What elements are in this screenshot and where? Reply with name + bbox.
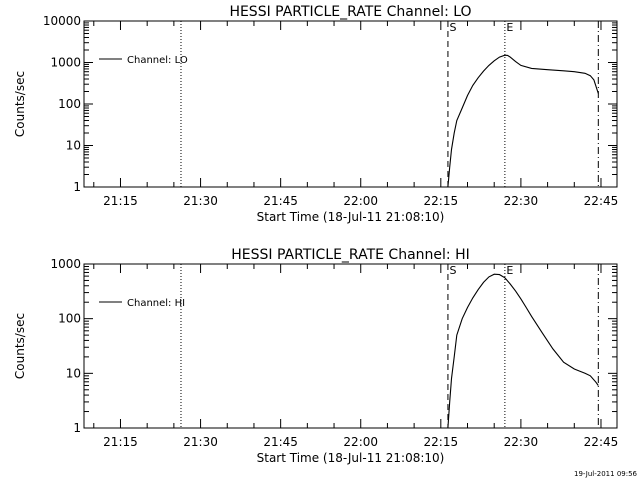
y-tick-label: 1 [73, 421, 81, 435]
plot-frame [83, 263, 618, 429]
legend-label: Channel: HI [127, 298, 185, 309]
series-line [447, 273, 599, 429]
x-tick-label: 22:30 [504, 435, 539, 449]
x-tick-label: 22:30 [504, 194, 539, 208]
y-tick-label: 10 [66, 139, 81, 153]
x-tick-label: 22:45 [584, 435, 619, 449]
x-tick-label: 21:30 [183, 435, 218, 449]
y-tick-label: 1 [73, 180, 81, 194]
chart-panel-1: HESSI PARTICLE_RATE Channel: LO Start Tim… [13, 4, 618, 224]
x-tick-label: 21:30 [183, 194, 218, 208]
event-marker-label: E [506, 21, 513, 34]
x-tick-label: 22:00 [343, 435, 378, 449]
y-axis-label: Counts/sec [13, 71, 27, 137]
event-marker-label: S [449, 264, 456, 277]
legend-label: Channel: LO [127, 55, 188, 66]
plot-frame [83, 20, 618, 188]
chart-title: HESSI PARTICLE_RATE Channel: HI [231, 247, 469, 263]
x-axis-label: Start Time (18-Jul-11 21:08:10) [257, 210, 445, 224]
x-tick-label: 22:00 [343, 194, 378, 208]
y-tick-label: 1000 [50, 56, 81, 70]
y-tick-label: 100 [58, 312, 81, 326]
x-tick-label: 22:15 [424, 435, 459, 449]
y-tick-label: 1000 [50, 257, 81, 271]
series-line [447, 54, 599, 188]
chart-title: HESSI PARTICLE_RATE Channel: LO [229, 4, 471, 20]
x-tick-label: 21:15 [103, 194, 138, 208]
x-tick-label: 22:45 [584, 194, 619, 208]
chart-panel-2: HESSI PARTICLE_RATE Channel: HI Start Tim… [13, 247, 618, 465]
event-marker-label: S [449, 21, 456, 34]
x-tick-label: 21:15 [103, 435, 138, 449]
x-axis-label: Start Time (18-Jul-11 21:08:10) [257, 451, 445, 465]
y-axis-label: Counts/sec [13, 313, 27, 379]
y-tick-label: 10000 [43, 14, 81, 28]
x-tick-label: 21:45 [263, 194, 298, 208]
event-marker-label: E [506, 264, 513, 277]
x-tick-label: 21:45 [263, 435, 298, 449]
y-tick-label: 100 [58, 97, 81, 111]
x-tick-label: 22:15 [424, 194, 459, 208]
footer-timestamp: 19-Jul-2011 09:56 [574, 470, 638, 478]
y-tick-label: 10 [66, 366, 81, 380]
